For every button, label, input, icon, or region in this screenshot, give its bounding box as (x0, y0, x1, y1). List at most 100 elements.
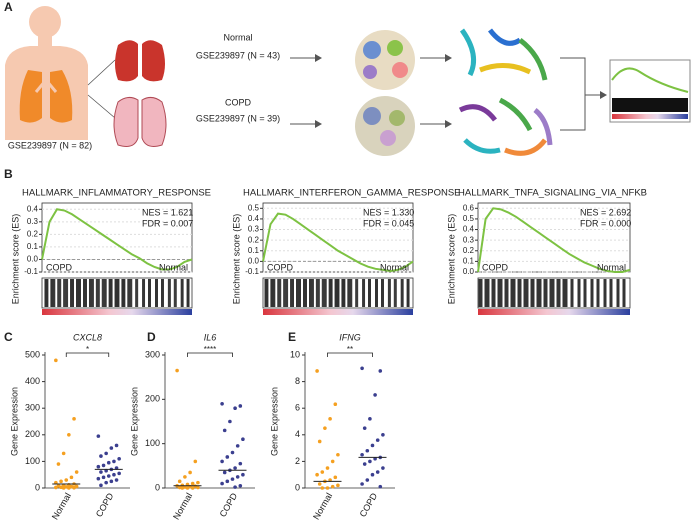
panel-label: E (288, 330, 296, 344)
data-point (74, 470, 79, 474)
x-tick-label: COPD (94, 491, 116, 519)
data-point (317, 482, 322, 486)
y-tick-label: -0.1 (24, 267, 38, 276)
y-tick-label: 0.1 (27, 242, 39, 251)
data-point (315, 472, 319, 477)
fdr-label: FDR = 0.000 (580, 218, 631, 228)
x-tick-label: COPD (358, 491, 380, 519)
y-tick-label: 8 (295, 376, 300, 386)
data-point (333, 402, 338, 407)
data-point (114, 443, 119, 448)
data-point (112, 459, 116, 464)
data-point (238, 461, 243, 466)
es-curve (262, 212, 414, 272)
significance-bracket (187, 352, 233, 357)
data-point (180, 486, 185, 490)
data-point (114, 478, 119, 482)
data-point (230, 450, 235, 455)
y-tick-label: 2 (295, 456, 300, 466)
y-tick-label: -0.1 (245, 267, 259, 276)
data-point (235, 475, 240, 479)
data-point (104, 480, 108, 485)
right-label: Normal (597, 262, 626, 272)
y-tick-label: 100 (145, 438, 160, 448)
y-tick-label: 0.2 (463, 246, 475, 255)
data-point (360, 452, 364, 457)
y-axis-title: Enrichment score (ES) (10, 214, 20, 305)
data-point (230, 477, 235, 481)
data-point (362, 462, 367, 466)
data-point (109, 479, 114, 484)
data-point (360, 482, 364, 486)
data-point (365, 478, 370, 482)
y-tick-label: 0 (295, 482, 300, 492)
y-tick-label: 0.1 (463, 256, 475, 265)
chart-title: CXCL8 (73, 332, 102, 342)
data-point (56, 462, 61, 466)
plot-frame (41, 202, 193, 273)
data-point (188, 470, 192, 475)
y-tick-label: 10 (290, 349, 300, 359)
significance-bracket (327, 352, 373, 357)
data-point (196, 485, 200, 490)
data-point (315, 369, 319, 373)
y-tick-label: 0.3 (463, 235, 475, 244)
data-point (235, 444, 240, 448)
rank-gradient (263, 309, 413, 315)
data-point (183, 475, 187, 479)
data-point (72, 485, 76, 490)
dataset-label: GSE239897 (N = 82) (8, 140, 92, 150)
data-point (117, 456, 121, 461)
y-tick-label: 0.4 (463, 225, 475, 234)
significance-label: * (86, 345, 89, 354)
overview-illustration (5, 6, 691, 156)
y-tick-label: 0.4 (27, 204, 39, 213)
data-point (368, 417, 372, 421)
data-point (54, 358, 58, 363)
data-point (99, 470, 103, 474)
data-point (328, 417, 332, 421)
data-point (333, 475, 338, 480)
data-point (185, 486, 190, 490)
data-point (175, 368, 179, 373)
data-point (64, 478, 69, 482)
data-point (323, 426, 327, 430)
data-point (238, 483, 243, 488)
dataset-label: GSE239897 (N = 39) (196, 113, 280, 123)
data-point (109, 446, 114, 450)
data-point (233, 466, 237, 470)
data-point (69, 475, 74, 480)
y-tick-label: 0 (155, 482, 160, 492)
data-point (360, 366, 364, 371)
data-point (67, 486, 71, 490)
data-point (99, 483, 103, 488)
data-point (177, 479, 182, 484)
data-point (193, 459, 198, 464)
y-axis-title: Enrichment score (ES) (446, 214, 456, 305)
y-tick-label: 0.4 (248, 214, 260, 223)
data-point (67, 433, 71, 437)
data-point (365, 448, 370, 453)
data-point (228, 419, 232, 424)
y-tick-label: 0.5 (248, 203, 260, 212)
data-point (104, 451, 108, 456)
x-tick-label: Normal (311, 491, 334, 521)
data-point (325, 486, 330, 490)
rank-gradient (478, 309, 630, 315)
data-point (106, 474, 111, 478)
y-tick-label: 200 (25, 429, 40, 439)
right-label: Normal (380, 262, 409, 272)
data-point (336, 452, 340, 457)
data-point (320, 486, 325, 490)
data-point (370, 472, 375, 477)
axis (164, 352, 255, 489)
left-label: COPD (482, 262, 509, 272)
chart-title: HALLMARK_INFLAMMATORY_RESPONSE (22, 188, 211, 199)
data-point (222, 470, 227, 475)
left-label: COPD (46, 262, 73, 272)
fdr-label: FDR = 0.007 (142, 218, 193, 228)
data-point (220, 459, 224, 464)
significance-label: ** (347, 345, 353, 354)
data-point (317, 439, 322, 444)
